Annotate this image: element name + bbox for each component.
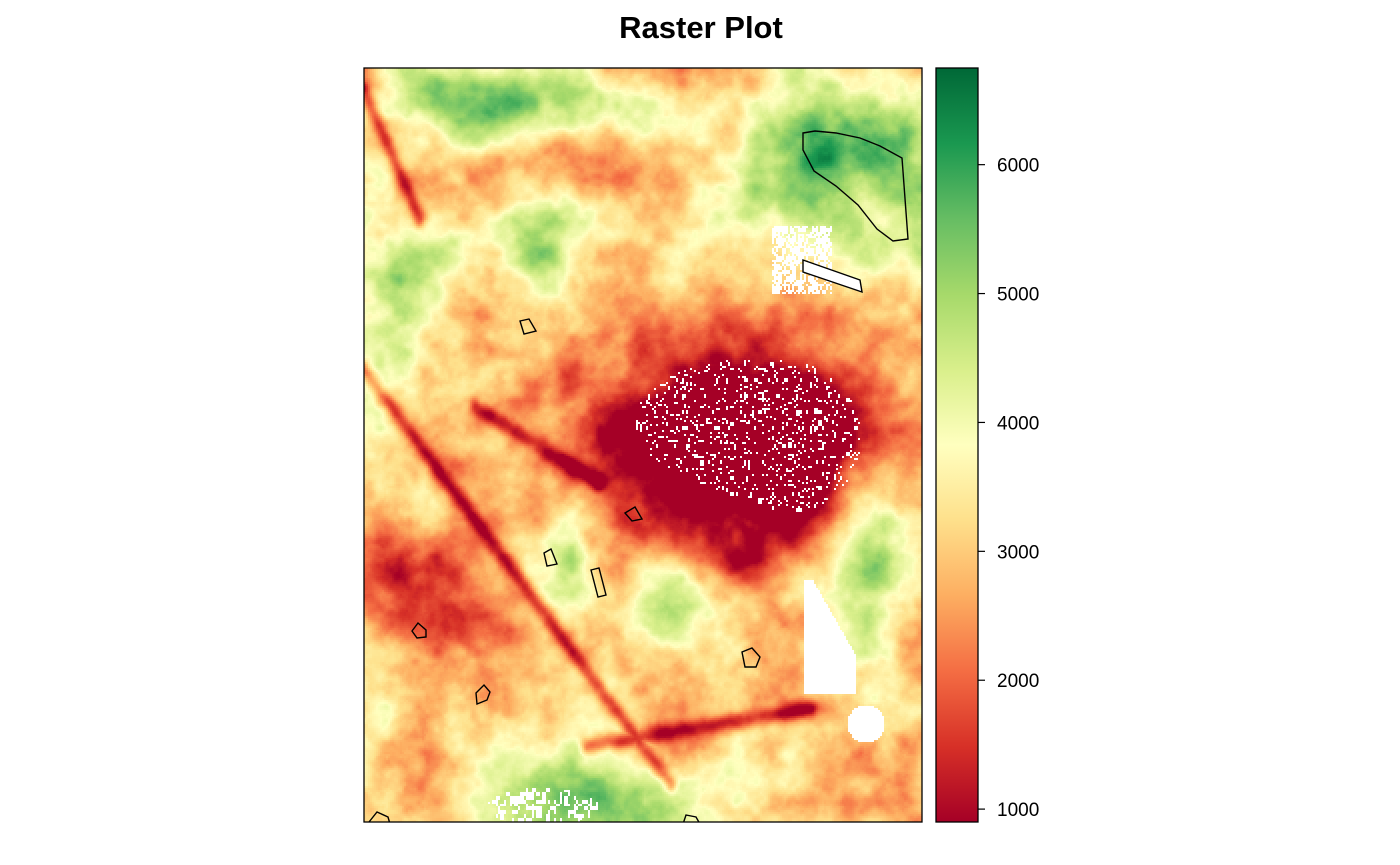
chart-title: Raster Plot (619, 10, 783, 45)
raster-cells (364, 68, 922, 822)
polygon-overlays (368, 130, 909, 822)
colorbar-tick-label: 6000 (997, 156, 1039, 177)
polygon-outline (475, 683, 491, 705)
polygon-outline (741, 647, 761, 668)
colorbar-bar (935, 67, 979, 823)
polygon-outline (543, 547, 558, 567)
colorbar: 1000 2000 3000 4000 5000 6000 (935, 67, 1039, 823)
colorbar-tick-label: 1000 (997, 800, 1039, 821)
polygon-outline (682, 814, 700, 822)
polygon-outline (802, 130, 909, 242)
colorbar-tick-label: 2000 (997, 671, 1039, 692)
polygon-outline (802, 259, 863, 294)
colorbar-ticks: 1000 2000 3000 4000 5000 6000 (978, 156, 1039, 821)
raster-image (364, 68, 922, 822)
colorbar-tick-label: 4000 (997, 413, 1039, 434)
polygon-outline (411, 621, 427, 639)
polygon-outline (590, 567, 607, 598)
polygon-outline (368, 811, 391, 822)
colorbar-tick-label: 5000 (997, 285, 1039, 306)
plot-frame (363, 67, 923, 823)
polygon-outline (519, 318, 538, 335)
polygon-outline (623, 506, 644, 522)
colorbar-tick-label: 3000 (997, 542, 1039, 563)
